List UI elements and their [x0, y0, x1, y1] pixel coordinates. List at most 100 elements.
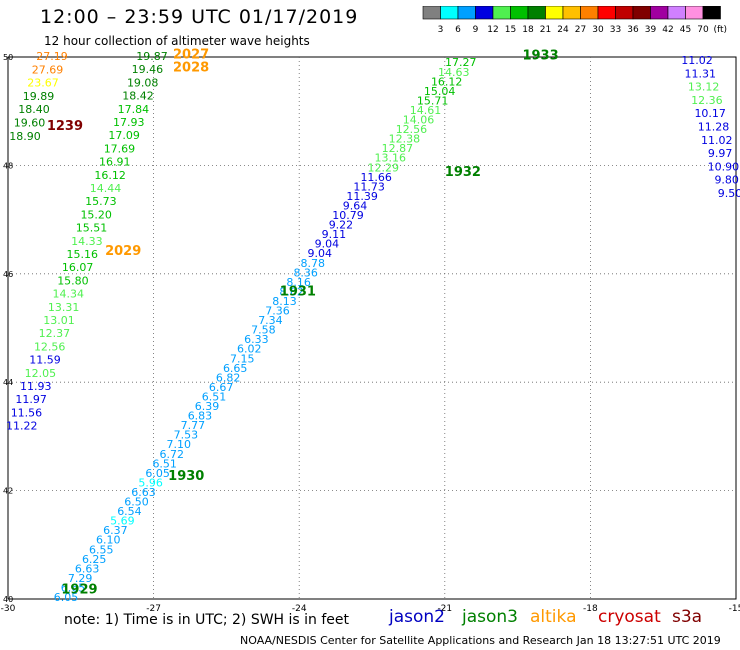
- page-title: 12:00 – 23:59 UTC 01/17/2019: [40, 6, 359, 28]
- swh-label-altika: 11.56: [11, 406, 43, 419]
- swh-label-main: 9.64: [343, 199, 368, 212]
- swh-label-east: 11.28: [698, 121, 730, 134]
- swh-label-altika: 14.44: [90, 182, 122, 195]
- colorbar-unit: (ft): [714, 25, 728, 35]
- pass-label: 1930: [168, 469, 204, 484]
- swh-label-main: 6.65: [61, 581, 86, 594]
- swh-label-west: 27.19: [36, 50, 68, 63]
- legend-jason3: jason3: [462, 607, 518, 627]
- x-tick-label: -30: [1, 604, 16, 614]
- x-tick-label: -15: [729, 604, 740, 614]
- swh-label-west: 23.67: [27, 77, 59, 90]
- x-tick-label: -21: [437, 604, 452, 614]
- legend-altika: altika: [530, 607, 577, 627]
- swh-label-main: 6.25: [82, 553, 107, 566]
- swh-label-east: 9.80: [714, 174, 739, 187]
- colorbar-label: 21: [540, 25, 551, 35]
- pass-label: 1239: [47, 119, 83, 134]
- swh-label-main: 8.36: [293, 266, 318, 279]
- pass-label: 1929: [61, 583, 97, 598]
- swh-label-altika: 15.16: [67, 248, 99, 261]
- swh-label-main: 6.72: [160, 448, 185, 461]
- swh-label-west: 19.60: [14, 117, 46, 130]
- swh-label-main: 7.34: [258, 314, 283, 327]
- swh-label-altika: 17.09: [108, 129, 140, 142]
- y-tick-label: 42: [3, 487, 13, 496]
- swh-label-east: 11.31: [685, 67, 717, 80]
- swh-label-altika: 17.93: [113, 116, 145, 129]
- swh-label-main: 10.79: [332, 209, 364, 222]
- swh-label-altika: 19.87: [136, 50, 168, 63]
- y-tick-label: 48: [3, 161, 13, 170]
- swh-label-altika: 14.33: [71, 235, 103, 248]
- swh-label-main: 6.39: [195, 400, 220, 413]
- swh-label-main: 17.27: [445, 56, 477, 69]
- swh-label-main: 6.10: [96, 534, 121, 547]
- swh-label-main: 6.83: [188, 410, 213, 423]
- swh-label-altika: 17.84: [118, 103, 150, 116]
- colorbar-label: 33: [610, 25, 621, 35]
- swh-label-altika: 17.69: [104, 142, 136, 155]
- swh-label-west: 27.69: [32, 63, 64, 76]
- colorbar-swatch: [702, 6, 721, 20]
- swh-label-altika: 11.59: [29, 354, 61, 367]
- swh-label-main: 5.96: [138, 476, 163, 489]
- swh-label-altika: 15.20: [80, 208, 112, 221]
- swh-label-main: 9.04: [308, 247, 333, 260]
- colorbar-label: 27: [575, 25, 586, 35]
- colorbar-label: 45: [680, 25, 691, 35]
- swh-label-main: 6.05: [145, 467, 170, 480]
- swh-label-main: 6.33: [244, 333, 269, 346]
- swh-label-main: 12.29: [368, 161, 400, 174]
- swh-label-altika: 11.97: [15, 393, 47, 406]
- colorbar-label: 30: [592, 25, 604, 35]
- swh-label-main: 9.04: [315, 238, 340, 251]
- swh-label-main: 6.05: [54, 591, 79, 604]
- swh-label-main: 15.71: [417, 94, 449, 107]
- colorbar-label: 39: [645, 25, 657, 35]
- swh-label-main: 13.16: [375, 152, 407, 165]
- x-tick-label: -24: [292, 604, 307, 614]
- swh-label-main: 6.67: [209, 381, 234, 394]
- colorbar: 3 6 9 12 15 18 21 24 27 30 33 36 39 42 45 70 (ft): [422, 6, 728, 35]
- swh-label-altika: 18.42: [122, 90, 154, 103]
- swh-label-altika: 16.91: [99, 156, 131, 169]
- swh-label-main: 7.29: [68, 572, 93, 585]
- swh-label-altika: 16.07: [62, 261, 94, 274]
- swh-label-altika: 11.22: [6, 420, 38, 433]
- swh-label-main: 16.12: [431, 75, 463, 88]
- swh-label-east: 12.36: [691, 94, 723, 107]
- swh-label-altika: 19.46: [132, 63, 164, 76]
- swh-label-main: 7.10: [167, 438, 192, 451]
- swh-label-main: 6.63: [75, 562, 100, 575]
- colorbar-label: 24: [557, 25, 569, 35]
- swh-label-west: 18.90: [9, 130, 41, 143]
- swh-label-west: 19.89: [23, 90, 55, 103]
- swh-label-main: 8.62: [279, 285, 304, 298]
- swh-label-main: 14.61: [410, 104, 442, 117]
- swh-label-main: 9.22: [329, 219, 354, 232]
- x-tick-label: -27: [146, 604, 161, 614]
- swh-label-main: 6.37: [103, 524, 128, 537]
- swh-label-main: 7.15: [230, 352, 255, 365]
- swh-label-main: 6.02: [237, 343, 262, 356]
- colorbar-label: 6: [455, 25, 461, 35]
- swh-label-altika: 15.80: [57, 274, 89, 287]
- pass-label: 1932: [445, 165, 481, 180]
- swh-label-main: 6.50: [124, 496, 149, 509]
- swh-label-altika: 15.73: [85, 195, 117, 208]
- swh-label-main: 14.63: [438, 66, 470, 79]
- credit-line: NOAA/NESDIS Center for Satellite Applica…: [240, 634, 721, 647]
- swh-label-main: 6.65: [223, 362, 248, 375]
- colorbar-label: 18: [522, 25, 534, 35]
- footnote: note: 1) Time is in UTC; 2) SWH is in fe…: [64, 612, 350, 628]
- colorbar-label: 12: [487, 25, 498, 35]
- swh-label-altika: 14.34: [53, 288, 85, 301]
- swh-label-main: 5.69: [110, 515, 135, 528]
- swh-label-altika: 13.31: [48, 301, 80, 314]
- swh-label-main: 6.51: [202, 390, 227, 403]
- swh-label-altika: 16.12: [94, 169, 126, 182]
- swh-label-east: 10.17: [694, 107, 726, 120]
- y-tick-label: 50: [3, 53, 13, 62]
